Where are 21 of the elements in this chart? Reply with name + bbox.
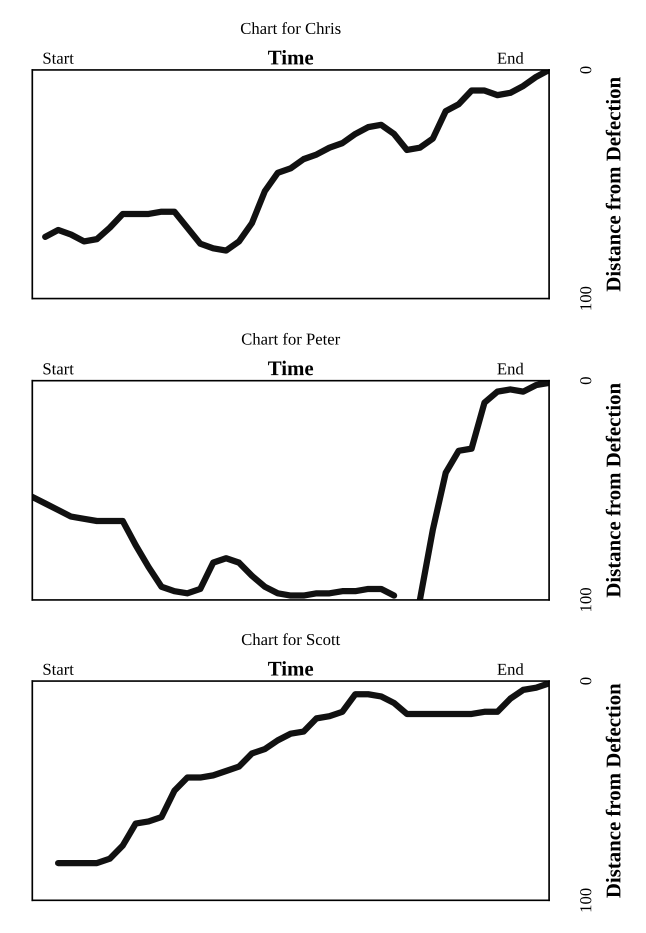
y-tick-label: 100: [580, 888, 592, 912]
x-tick-label: Start: [44, 363, 74, 374]
chart-title: Chart for Peter: [242, 332, 340, 345]
x-tick-label: End: [497, 663, 524, 675]
x-axis-title: Time: [268, 360, 314, 376]
chart-title: Chart for Chris: [240, 22, 341, 34]
y-tick-label: 100: [580, 286, 592, 310]
y-tick-label: 0: [580, 66, 592, 74]
y-axis-title: Distance from Defection: [606, 77, 621, 292]
y-axis-title: Distance from Defection: [606, 383, 621, 598]
x-axis-title: Time: [268, 50, 314, 65]
chart-title: Chart for Scott: [242, 633, 340, 646]
x-tick-label: End: [497, 52, 524, 64]
x-tick-label: Start: [44, 664, 74, 675]
y-tick-label: 100: [580, 588, 592, 611]
x-axis-title: Time: [268, 661, 314, 676]
x-tick-label: End: [497, 362, 524, 374]
y-tick-label: 0: [580, 678, 592, 685]
y-axis-title: Distance from Defection: [606, 684, 621, 898]
y-tick-label: 0: [580, 377, 592, 384]
x-tick-label: Start: [44, 52, 74, 64]
